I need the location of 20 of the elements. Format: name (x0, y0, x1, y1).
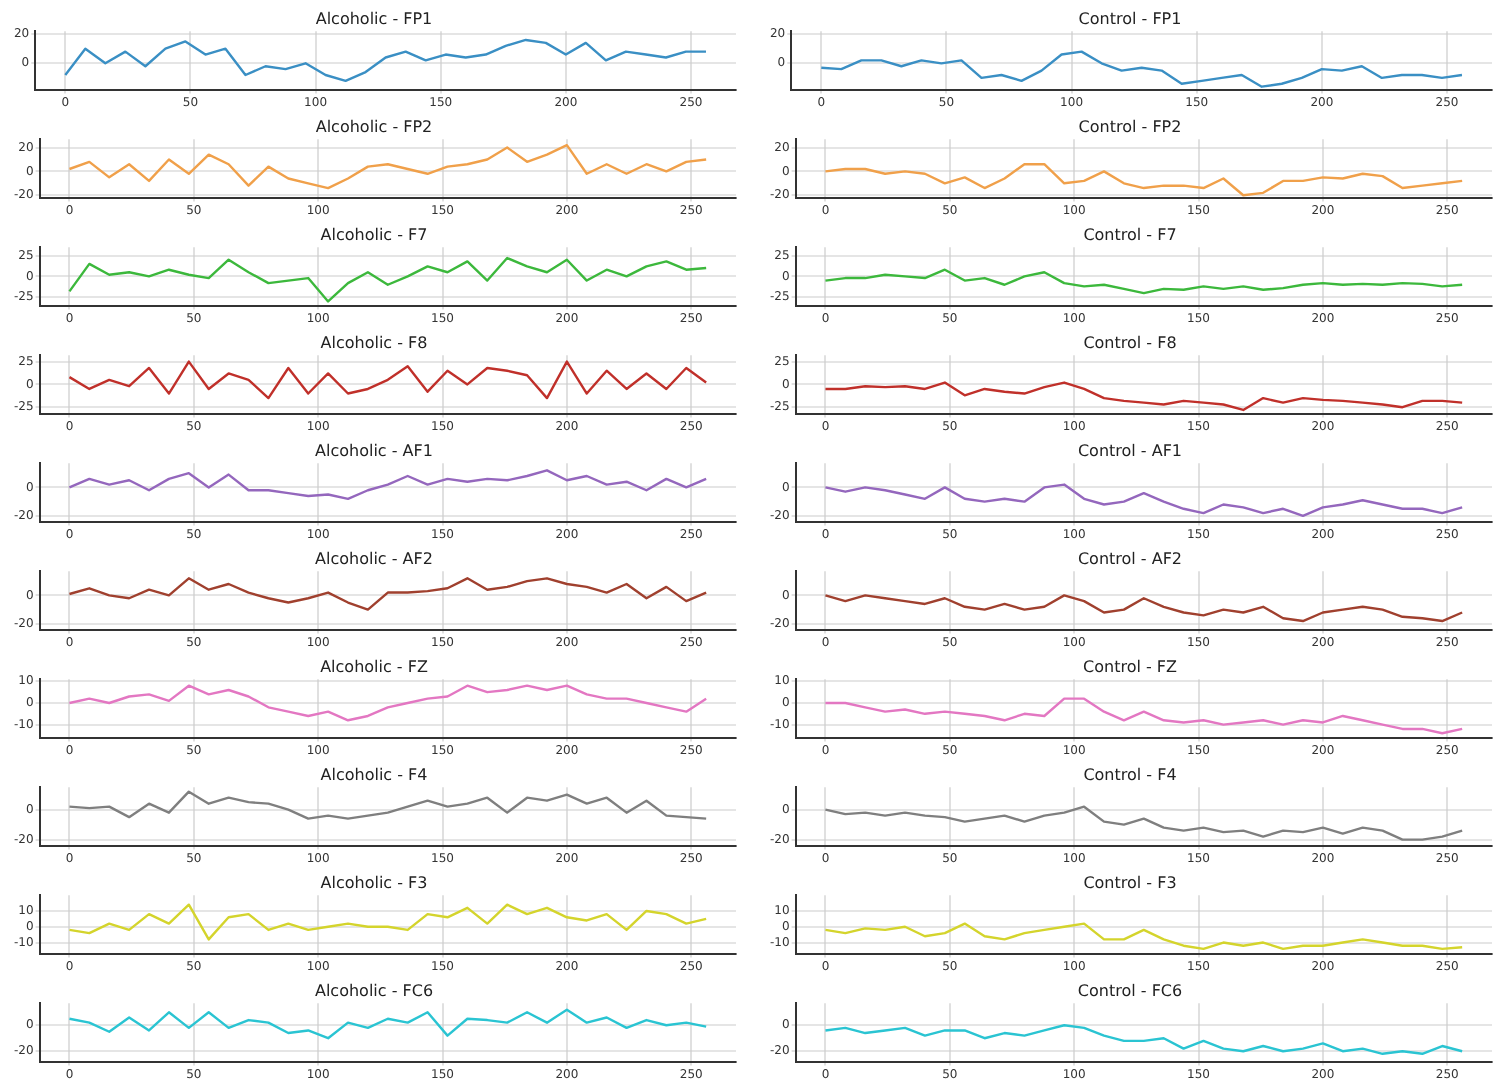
chart-title: Alcoholic - AF2 (315, 549, 433, 568)
chart-title: Alcoholic - FZ (320, 657, 429, 676)
chart-title: Control - F7 (1083, 225, 1177, 244)
chart-title: Control - FZ (1083, 657, 1178, 676)
chart-title: Control - F3 (1083, 873, 1177, 892)
chart-title: Control - AF1 (1077, 441, 1183, 460)
chart-title: Alcoholic - FC6 (314, 981, 434, 1000)
chart-title: Alcoholic - F4 (320, 765, 428, 784)
chart-title: Control - F4 (1083, 765, 1177, 784)
chart-title: Control - FC6 (1077, 981, 1183, 1000)
chart-title: Alcoholic - F7 (320, 225, 428, 244)
chart-title: Alcoholic - F3 (320, 873, 428, 892)
chart-title: Control - FP1 (1078, 9, 1182, 28)
chart-title: Control - AF2 (1077, 549, 1183, 568)
chart-title: Control - F8 (1083, 333, 1177, 352)
chart-title: Alcoholic - FP2 (315, 117, 433, 136)
chart-title: Control - FP2 (1078, 117, 1182, 136)
chart-title: Alcoholic - AF1 (315, 441, 433, 460)
chart-title: Alcoholic - F8 (320, 333, 428, 352)
chart-title: Alcoholic - FP1 (315, 9, 433, 28)
